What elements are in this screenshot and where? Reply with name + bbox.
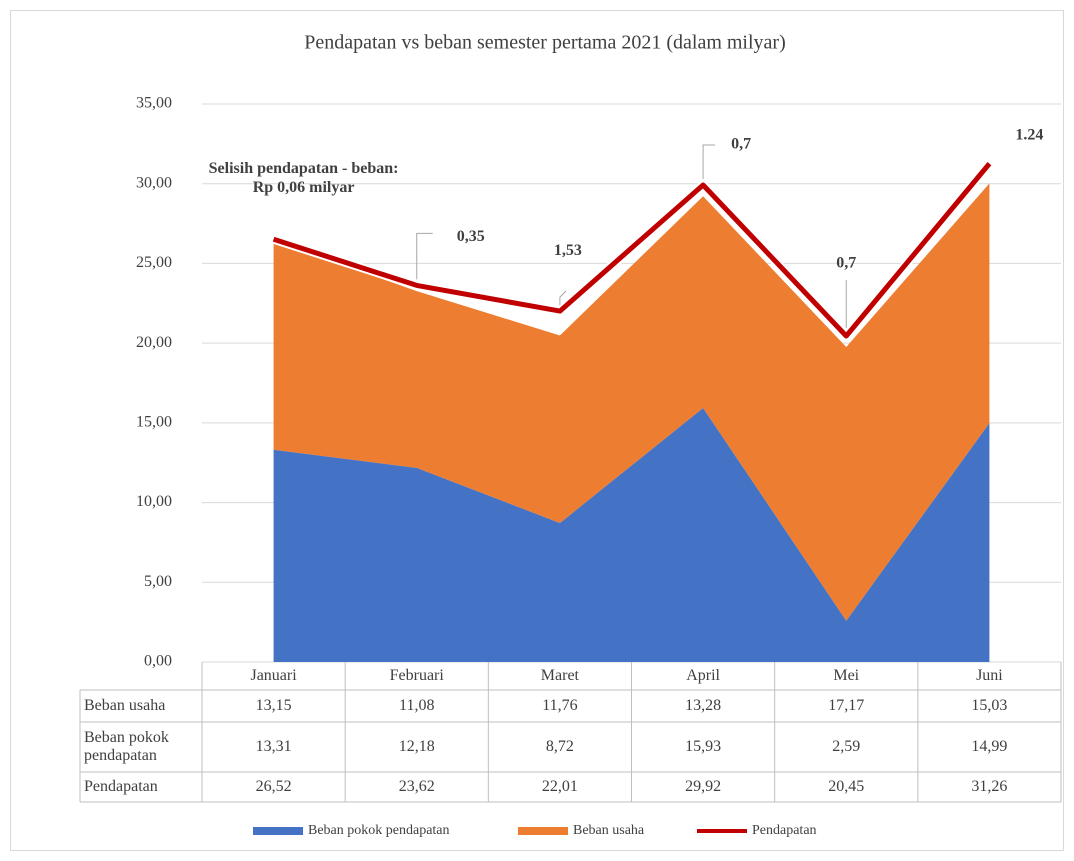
table-value: 23,62 xyxy=(398,778,435,795)
table-row-label: Pendapatan xyxy=(84,778,158,795)
legend-label: Beban usaha xyxy=(573,823,645,838)
x-tick-label: Maret xyxy=(540,667,579,684)
y-tick-label: 35,00 xyxy=(136,95,172,112)
x-tick-label: April xyxy=(686,667,720,684)
table-value: 11,08 xyxy=(399,697,435,714)
table-value: 8,72 xyxy=(545,738,574,755)
annotation: 0,7 xyxy=(836,255,856,272)
annotation-leader xyxy=(702,144,716,179)
annotation: 1,53 xyxy=(554,242,582,259)
legend-swatch xyxy=(518,827,568,835)
table-value: 15,93 xyxy=(685,738,722,755)
table-value: 22,01 xyxy=(541,778,578,795)
x-tick-label: Mei xyxy=(833,667,860,684)
annotation: 0,7 xyxy=(731,136,751,153)
y-tick-label: 15,00 xyxy=(136,414,172,431)
y-tick-label: 10,00 xyxy=(136,493,172,510)
x-tick-label: Januari xyxy=(250,667,297,684)
legend-swatch xyxy=(253,827,303,835)
annotation-leader xyxy=(416,232,433,280)
table-value: 2,59 xyxy=(832,738,861,755)
area xyxy=(273,183,990,621)
chart-border xyxy=(10,10,1064,851)
legend-label: Pendapatan xyxy=(752,823,817,838)
table-row-label: Beban usaha xyxy=(84,697,166,714)
x-tick-label: Juni xyxy=(976,667,1003,684)
table-value: 14,99 xyxy=(971,738,1008,755)
table-value: 29,92 xyxy=(685,778,722,795)
annotation: 1.24 xyxy=(1015,126,1043,143)
x-tick-label: Februari xyxy=(389,667,444,684)
table-value: 26,52 xyxy=(255,778,292,795)
table-value: 12,18 xyxy=(398,738,435,755)
table-value: 13,31 xyxy=(255,738,292,755)
y-tick-label: 5,00 xyxy=(144,573,172,590)
line xyxy=(272,162,992,339)
table-value: 11,76 xyxy=(542,697,578,714)
area xyxy=(273,408,990,662)
y-tick-label: 30,00 xyxy=(136,174,172,191)
chart-title: Pendapatan vs beban semester pertama 202… xyxy=(304,32,786,54)
y-tick-label: 25,00 xyxy=(136,254,172,271)
table-value: 15,03 xyxy=(971,697,1008,714)
legend-label: Beban pokok pendapatan xyxy=(308,823,450,838)
annotation-leader xyxy=(559,290,567,306)
y-tick-label: 0,00 xyxy=(144,653,172,670)
table-row-label: Beban pokok pendapatan xyxy=(84,729,169,764)
table-value: 13,15 xyxy=(255,697,292,714)
table-value: 20,45 xyxy=(828,778,865,795)
y-tick-label: 20,00 xyxy=(136,334,172,351)
table-value: 13,28 xyxy=(685,697,722,714)
annotation: 0,35 xyxy=(457,228,485,245)
table-value: 17,17 xyxy=(828,697,865,714)
annotation: Selisih pendapatan - beban: Rp 0,06 mily… xyxy=(208,160,399,197)
table-value: 31,26 xyxy=(971,778,1008,795)
